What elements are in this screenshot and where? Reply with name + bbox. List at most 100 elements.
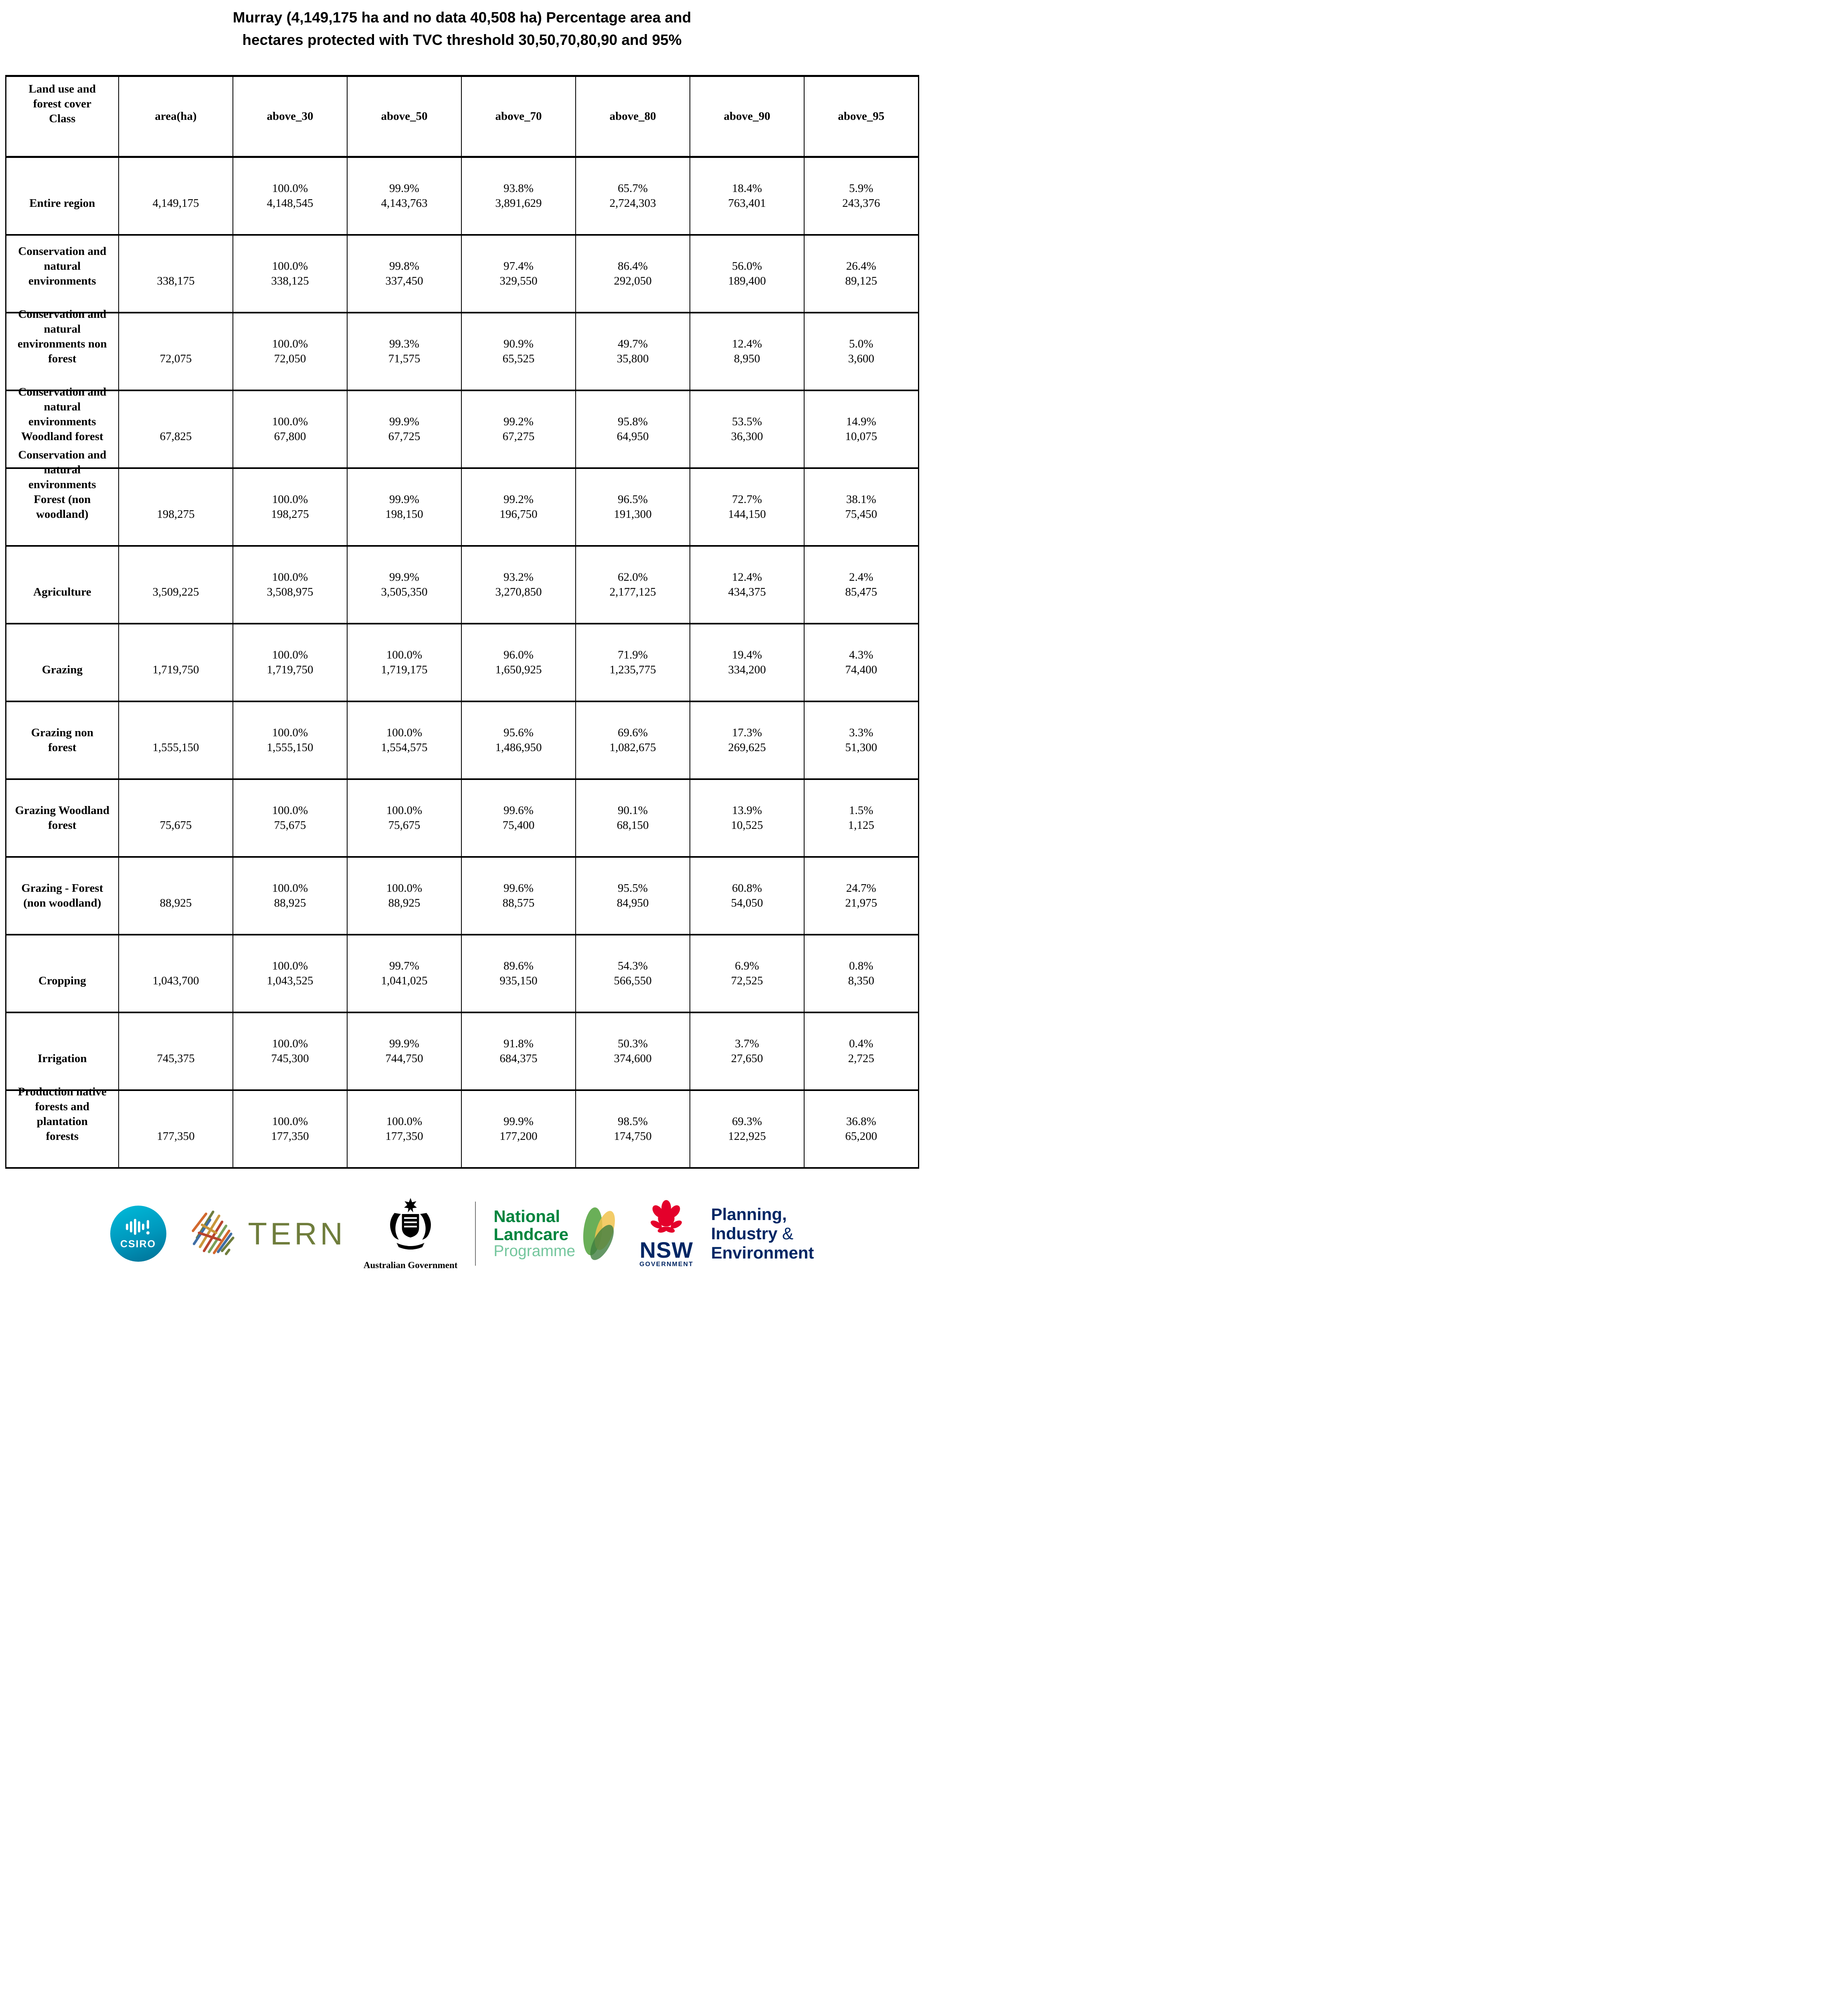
header-above-95: above_95 <box>804 75 919 158</box>
value-cell: 100.0% 177,350 <box>233 1089 348 1169</box>
row-label-cell: Grazing Woodland forest <box>5 778 119 858</box>
area-cell: 3,509,225 <box>118 545 233 624</box>
hectares-value: 191,300 <box>614 508 652 521</box>
percent-value: 97.4% <box>503 260 534 273</box>
hectares-value: 1,043,525 <box>267 974 313 987</box>
percent-value: 99.9% <box>503 1115 534 1128</box>
percent-value: 49.7% <box>618 337 648 350</box>
hectares-value: 3,505,350 <box>381 586 428 598</box>
hectares-value: 269,625 <box>728 741 766 754</box>
hectares-value: 4,143,763 <box>381 197 428 210</box>
area-value: 3,509,225 <box>152 586 199 598</box>
hectares-value: 1,041,025 <box>381 974 428 987</box>
percent-value: 65.7% <box>618 182 648 195</box>
hectares-value: 89,125 <box>845 275 877 287</box>
value-cell: 12.4% 8,950 <box>689 312 805 391</box>
hectares-value: 1,555,150 <box>267 741 313 754</box>
hectares-value: 10,075 <box>845 430 877 443</box>
percent-value: 38.1% <box>846 493 876 506</box>
percent-value: 12.4% <box>732 337 762 350</box>
table-row: Conservation and natural environments Fo… <box>5 448 919 547</box>
percent-value: 99.2% <box>503 415 534 428</box>
hectares-value: 51,300 <box>845 741 877 754</box>
percent-value: 90.9% <box>503 337 534 350</box>
australian-coat-of-arms-icon <box>390 1198 431 1250</box>
hectares-value: 566,550 <box>614 974 652 987</box>
value-cell: 53.5% 36,300 <box>689 390 805 469</box>
hectares-value: 177,200 <box>499 1130 538 1143</box>
hectares-value: 67,275 <box>502 430 535 443</box>
hectares-value: 174,750 <box>614 1130 652 1143</box>
hectares-value: 65,525 <box>502 352 535 365</box>
area-value: 88,925 <box>160 897 192 909</box>
percent-value: 99.9% <box>389 1037 419 1050</box>
value-cell: 93.2% 3,270,850 <box>461 545 576 624</box>
header-above-90: above_90 <box>689 75 805 158</box>
report-page: Murray (4,149,175 ha and no data 40,508 … <box>0 0 924 1287</box>
percent-value: 56.0% <box>732 260 762 273</box>
value-cell: 100.0% 177,350 <box>347 1089 462 1169</box>
row-label-cell: Conservation and natural environments Fo… <box>5 448 119 547</box>
value-cell: 100.0% 88,925 <box>347 856 462 935</box>
percent-value: 100.0% <box>272 804 308 817</box>
hectares-value: 243,376 <box>842 197 880 210</box>
value-cell: 99.2% 196,750 <box>461 467 576 547</box>
hectares-value: 72,050 <box>274 352 306 365</box>
percent-value: 100.0% <box>272 960 308 972</box>
row-label: Grazing <box>42 663 83 676</box>
percent-value: 13.9% <box>732 804 762 817</box>
hectares-value: 35,800 <box>617 352 649 365</box>
area-value: 745,375 <box>157 1052 195 1065</box>
percent-value: 6.9% <box>735 960 759 972</box>
value-cell: 5.0% 3,600 <box>804 312 919 391</box>
value-cell: 5.9% 243,376 <box>804 156 919 236</box>
ampersand: & <box>782 1224 794 1243</box>
percent-value: 99.8% <box>389 260 419 273</box>
logo-divider <box>475 1202 476 1266</box>
nsw-government-label: GOVERNMENT <box>639 1261 694 1268</box>
percent-value: 98.5% <box>618 1115 648 1128</box>
percent-value: 0.8% <box>849 960 873 972</box>
value-cell: 4.3% 74,400 <box>804 623 919 702</box>
value-cell: 26.4% 89,125 <box>804 234 919 313</box>
hectares-value: 3,600 <box>848 352 874 365</box>
hectares-value: 1,554,575 <box>381 741 428 754</box>
value-cell: 99.6% 88,575 <box>461 856 576 935</box>
value-cell: 99.9% 177,200 <box>461 1089 576 1169</box>
planning-line1: Planning, <box>711 1204 787 1224</box>
hectares-value: 64,950 <box>617 430 649 443</box>
value-cell: 3.7% 27,650 <box>689 1012 805 1091</box>
value-cell: 91.8% 684,375 <box>461 1012 576 1091</box>
percent-value: 99.9% <box>389 182 419 195</box>
percent-value: 90.1% <box>618 804 648 817</box>
hectares-value: 935,150 <box>499 974 538 987</box>
row-label: Production native forests and plantation… <box>18 1085 107 1143</box>
area-value: 1,555,150 <box>152 741 199 754</box>
percent-value: 100.0% <box>272 648 308 661</box>
value-cell: 96.5% 191,300 <box>575 467 690 547</box>
value-cell: 36.8% 65,200 <box>804 1089 919 1169</box>
tern-logo: TERN <box>184 1205 346 1263</box>
percent-value: 3.7% <box>735 1037 759 1050</box>
percent-value: 54.3% <box>618 960 648 972</box>
hectares-value: 745,300 <box>271 1052 309 1065</box>
value-cell: 0.8% 8,350 <box>804 934 919 1013</box>
hectares-value: 54,050 <box>731 897 763 909</box>
percent-value: 53.5% <box>732 415 762 428</box>
area-cell: 72,075 <box>118 312 233 391</box>
land-use-table: Land use and forest cover Class area(ha)… <box>5 75 919 1169</box>
area-value: 4,149,175 <box>152 197 199 210</box>
value-cell: 14.9% 10,075 <box>804 390 919 469</box>
value-cell: 18.4% 763,401 <box>689 156 805 236</box>
row-label-cell: Cropping <box>5 934 119 1013</box>
value-cell: 99.2% 67,275 <box>461 390 576 469</box>
value-cell: 6.9% 72,525 <box>689 934 805 1013</box>
value-cell: 96.0% 1,650,925 <box>461 623 576 702</box>
national-landcare-logo: National Landcare Programme <box>493 1204 622 1264</box>
percent-value: 100.0% <box>272 493 308 506</box>
hectares-value: 1,486,950 <box>495 741 542 754</box>
value-cell: 100.0% 3,508,975 <box>233 545 348 624</box>
nsw-government-logo: NSW GOVERNMENT <box>639 1199 694 1268</box>
tern-australia-icon <box>191 1210 235 1255</box>
area-cell: 67,825 <box>118 390 233 469</box>
